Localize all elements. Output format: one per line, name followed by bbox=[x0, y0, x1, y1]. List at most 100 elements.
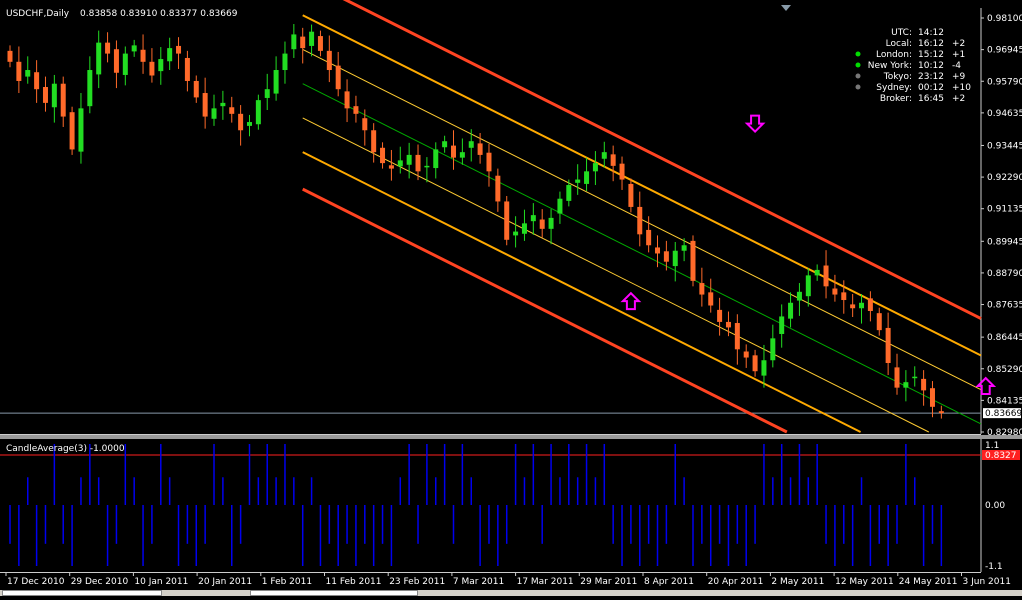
candle-bear bbox=[7, 50, 13, 62]
candle-bull bbox=[78, 108, 84, 152]
candle-bear bbox=[619, 163, 625, 180]
candle-bear bbox=[832, 288, 838, 295]
candle-bear bbox=[105, 42, 111, 54]
clock-time: 10:12 bbox=[918, 61, 944, 71]
candle-bull bbox=[566, 185, 572, 201]
candle-bull bbox=[805, 275, 811, 297]
chart-tab-2[interactable] bbox=[250, 590, 418, 596]
candle-bull bbox=[459, 152, 465, 158]
candle-bull bbox=[406, 154, 412, 165]
candle-bull bbox=[779, 316, 785, 334]
shift-marker-icon[interactable] bbox=[781, 5, 791, 11]
price-tick-label: 0.82980 bbox=[987, 428, 1022, 438]
candle-bull bbox=[220, 102, 226, 107]
price-chart[interactable] bbox=[0, 0, 997, 434]
price-tick-label: 0.95790 bbox=[987, 77, 1022, 87]
price-tick-label: 0.91135 bbox=[987, 205, 1022, 215]
time-tick-label: 12 May 2011 bbox=[835, 577, 894, 587]
time-tick-label: 2 May 2011 bbox=[771, 577, 824, 587]
time-tick-label: 23 Feb 2011 bbox=[389, 577, 445, 587]
time-tick-label: 3 Jun 2011 bbox=[963, 577, 1011, 587]
candle-bear bbox=[238, 113, 244, 131]
candle-bear bbox=[229, 107, 235, 114]
clock-time: 23:12 bbox=[918, 72, 944, 82]
candle-bull bbox=[513, 231, 519, 236]
indicator-level-bottom: -1.1 bbox=[985, 562, 1003, 572]
candle-bull bbox=[761, 360, 767, 376]
candle-bull bbox=[601, 152, 607, 159]
candle-bull bbox=[264, 89, 270, 98]
channel-outer-upper bbox=[342, 0, 982, 320]
candle-bear bbox=[867, 298, 873, 311]
candle-bear bbox=[504, 201, 510, 240]
time-tick-label: 10 Jan 2011 bbox=[134, 577, 188, 587]
candle-bear bbox=[690, 240, 696, 281]
time-tick-label: 29 Dec 2010 bbox=[71, 577, 129, 587]
clock-city: London: bbox=[876, 50, 912, 60]
candle-bear bbox=[140, 49, 146, 62]
candle-bull bbox=[397, 160, 403, 167]
chart-tab-1[interactable] bbox=[2, 590, 162, 596]
clock-time: 16:12 bbox=[918, 39, 944, 49]
candle-bear bbox=[415, 154, 421, 172]
candle-bull bbox=[557, 198, 563, 214]
candle-bear bbox=[725, 321, 731, 328]
indicator-value-text: 0.8327 bbox=[985, 451, 1017, 461]
candle-bear bbox=[451, 145, 456, 158]
time-tick-label: 20 Apr 2011 bbox=[708, 577, 764, 587]
candle-bear bbox=[300, 36, 306, 49]
clock-offset: +10 bbox=[952, 83, 971, 93]
world-clock-panel: UTC: 14:12 Local: 16:12 +2 London: 15:12 +1 New … bbox=[855, 28, 971, 104]
candle-bull bbox=[575, 179, 581, 183]
candle-bear bbox=[610, 154, 616, 166]
bottom-tab-bar bbox=[0, 590, 1022, 596]
time-tick-label: 24 May 2011 bbox=[899, 577, 958, 587]
candle-bull bbox=[158, 59, 164, 72]
candle-bear bbox=[495, 175, 501, 202]
indicator-chart[interactable] bbox=[0, 444, 981, 566]
buy-arrow-icon bbox=[975, 376, 997, 396]
candle-bull bbox=[255, 100, 261, 125]
price-tick-label: 0.94635 bbox=[987, 109, 1022, 119]
price-tick-label: 0.84135 bbox=[987, 396, 1022, 406]
clock-offset: +1 bbox=[952, 50, 965, 60]
indicator-value-box bbox=[982, 450, 1020, 460]
indicator-level-top: 1.1 bbox=[985, 441, 999, 451]
candle-bull bbox=[548, 217, 554, 229]
clock-time: 15:12 bbox=[918, 50, 944, 60]
buy-arrow-icon bbox=[620, 291, 642, 311]
candle-bear bbox=[841, 292, 847, 301]
candle-bear bbox=[876, 313, 882, 331]
candle-bear bbox=[362, 118, 368, 131]
time-tick-label: 7 Mar 2011 bbox=[453, 577, 504, 587]
candle-bear bbox=[42, 87, 48, 103]
clock-status-dot-icon bbox=[855, 51, 861, 57]
price-tick-label: 0.86445 bbox=[987, 333, 1022, 343]
clock-city: New York: bbox=[868, 61, 912, 71]
candle-bull bbox=[814, 269, 820, 276]
candle-bull bbox=[273, 70, 279, 94]
clock-status-dot-icon bbox=[855, 73, 861, 79]
candle-bear bbox=[388, 165, 394, 169]
candle-bear bbox=[894, 367, 900, 388]
candle-bull bbox=[122, 53, 128, 75]
time-tick-label: 11 Feb 2011 bbox=[326, 577, 382, 587]
channel-mid-lower bbox=[302, 151, 862, 433]
candle-bull bbox=[681, 245, 687, 251]
candle-bear bbox=[637, 206, 643, 235]
candle-bull bbox=[131, 45, 137, 52]
candle-bull bbox=[424, 165, 430, 168]
candle-bear bbox=[477, 143, 483, 155]
candle-bull bbox=[282, 53, 288, 71]
time-tick-label: 29 Mar 2011 bbox=[580, 577, 637, 587]
candle-bear bbox=[184, 57, 190, 81]
time-tick-label: 17 Dec 2010 bbox=[7, 577, 65, 587]
candle-bear bbox=[743, 351, 749, 358]
candle-bear bbox=[823, 265, 829, 287]
clock-city: Tokyo: bbox=[883, 72, 912, 82]
candle-bear bbox=[628, 183, 634, 207]
candle-bear bbox=[699, 283, 705, 295]
